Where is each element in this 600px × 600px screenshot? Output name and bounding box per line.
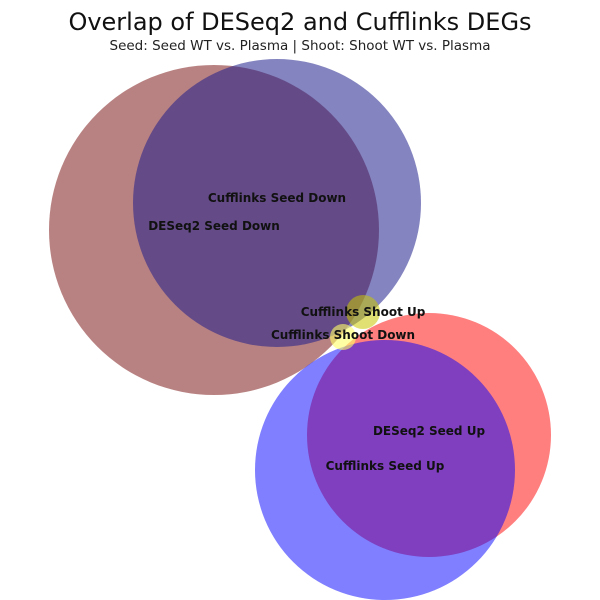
label-deseq2-seed-down: DESeq2 Seed Down <box>148 219 280 233</box>
diagram-subtitle: Seed: Seed WT vs. Plasma | Shoot: Shoot … <box>110 38 491 54</box>
diagram-title: Overlap of DESeq2 and Cufflinks DEGs <box>68 8 531 36</box>
label-cufflinks-shoot-up: Cufflinks Shoot Up <box>301 305 426 319</box>
label-cufflinks-shoot-down: Cufflinks Shoot Down <box>271 328 415 342</box>
circle-cufflinks-shoot-down <box>330 324 356 350</box>
label-cufflinks-seed-down: Cufflinks Seed Down <box>208 191 346 205</box>
label-cufflinks-seed-up: Cufflinks Seed Up <box>326 459 445 473</box>
circle-cufflinks-seed-up <box>255 340 515 600</box>
circle-cufflinks-seed-down <box>133 59 421 347</box>
label-deseq2-seed-up: DESeq2 Seed Up <box>373 424 485 438</box>
circle-cufflinks-shoot-up <box>346 295 380 329</box>
